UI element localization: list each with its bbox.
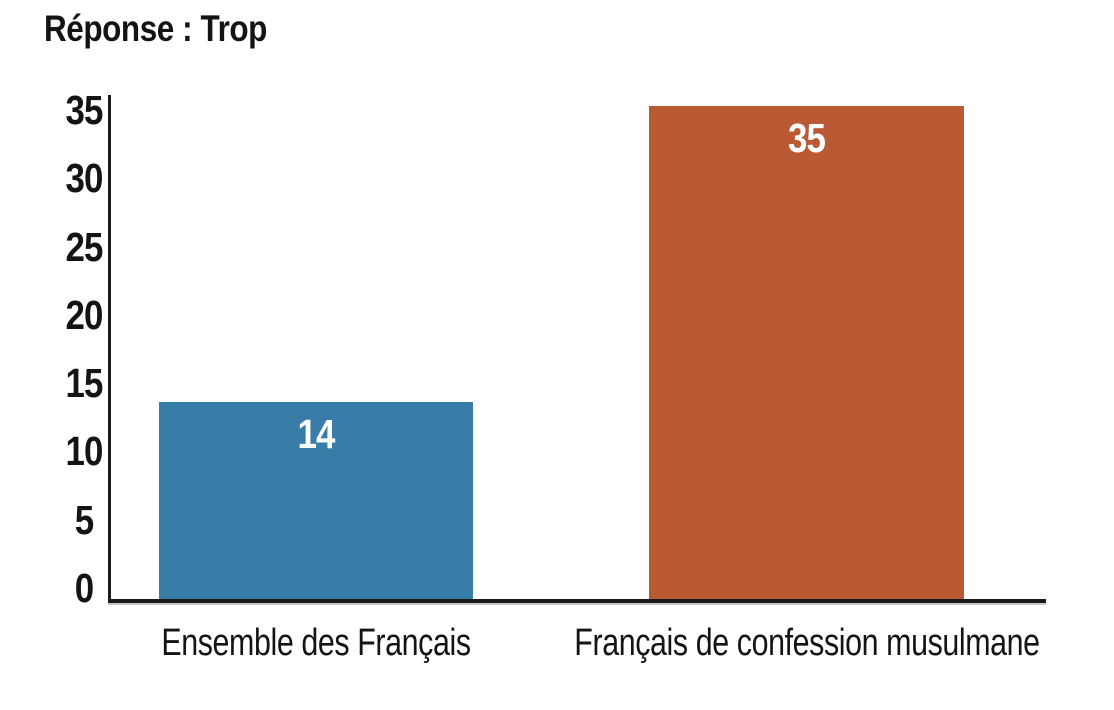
- y-axis-line: [108, 95, 111, 603]
- y-tick-label: 35: [65, 86, 103, 133]
- y-tick-label: 15: [65, 360, 103, 407]
- y-tick-label: 5: [74, 496, 94, 543]
- x-category-label: Français de confession musulmane: [573, 622, 1040, 664]
- bar-value-label: 14: [297, 411, 335, 457]
- y-tick-label: 0: [74, 565, 94, 611]
- x-axis-line: [108, 599, 1046, 605]
- bar: 35: [649, 106, 964, 599]
- x-category-label: Ensemble des Français: [161, 622, 471, 664]
- y-tick-label: 25: [65, 223, 103, 270]
- bar: 14: [159, 402, 473, 599]
- y-tick-label: 20: [65, 291, 103, 338]
- y-tick-label: 10: [65, 428, 103, 475]
- y-tick-label: 30: [65, 155, 103, 202]
- bar-value-label: 35: [787, 115, 826, 161]
- chart-title: Réponse : Trop: [44, 8, 267, 49]
